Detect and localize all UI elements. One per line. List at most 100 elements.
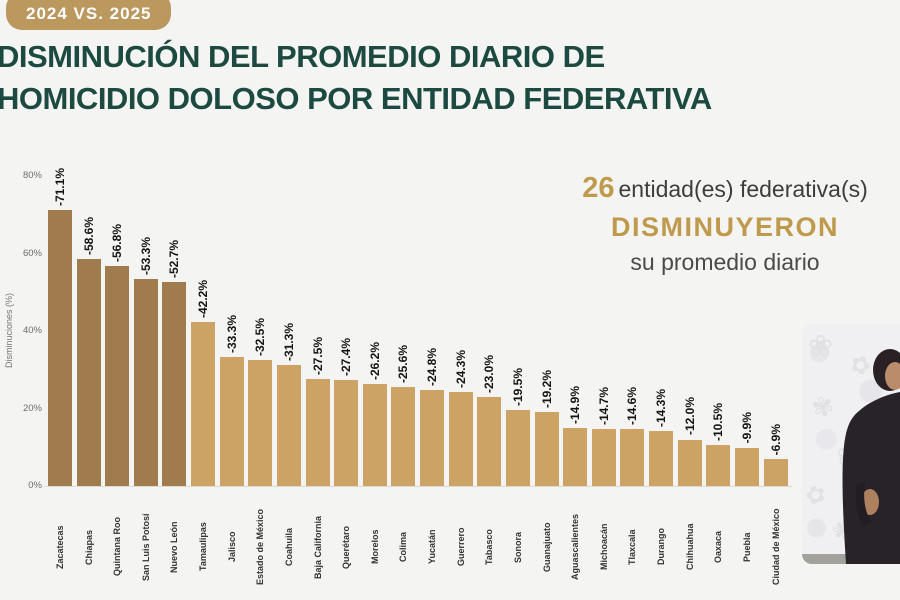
bar xyxy=(219,356,244,486)
bar-value-label: -58.6% xyxy=(81,216,96,255)
x-axis-label: Baja California xyxy=(312,515,323,579)
bar-value-label: -32.5% xyxy=(253,318,268,357)
bar-value-label: -9.9% xyxy=(739,412,754,444)
bar xyxy=(162,281,187,486)
bar-value-label: -27.5% xyxy=(310,337,325,376)
bar xyxy=(677,439,702,486)
bar xyxy=(133,279,158,486)
bar-value-label: -33.3% xyxy=(224,314,239,353)
x-axis-label: Quintana Roo xyxy=(112,517,123,577)
x-axis-label: Jalisco xyxy=(226,531,237,563)
bar-value-label: -14.6% xyxy=(625,387,640,426)
x-axis-label: Durango xyxy=(656,528,667,566)
bar xyxy=(334,379,359,486)
bar-value-label: -6.9% xyxy=(768,423,783,456)
x-axis-label: Yucatán xyxy=(427,529,438,565)
bar-value-label: -52.7% xyxy=(167,239,182,278)
x-axis-label: Tabasco xyxy=(484,529,495,565)
bar-value-label: -19.2% xyxy=(539,369,554,408)
y-axis-tick: 60% xyxy=(22,247,42,259)
bar-value-label: -53.3% xyxy=(138,237,153,276)
summary-keyword: DISMINUYERON xyxy=(610,212,839,242)
bar-value-label: -56.8% xyxy=(110,223,125,262)
x-axis-label: Nuevo León xyxy=(169,521,180,573)
bar xyxy=(706,445,731,486)
entity-count: 26 xyxy=(582,172,615,204)
bar xyxy=(563,428,588,486)
year-comparison-badge: 2024 VS. 2025 xyxy=(6,0,172,30)
bar-value-label: -14.9% xyxy=(568,386,583,425)
bar xyxy=(477,396,502,486)
bar xyxy=(362,384,387,486)
x-axis-label: San Luis Potosí xyxy=(140,513,151,581)
x-axis-label: Morelos xyxy=(369,529,380,565)
bar-value-label: -71.1% xyxy=(53,168,67,207)
bar-value-label: -27.4% xyxy=(339,337,354,376)
bar-chart: Disminuciones (%) 0% 20% 40% 60% 80% -71.1% Za… xyxy=(0,160,800,600)
x-axis-label: Estado de México xyxy=(255,508,266,586)
flower-icon: ❀ xyxy=(808,330,834,363)
bar xyxy=(191,322,216,486)
x-axis-line xyxy=(44,486,792,487)
bar xyxy=(305,379,330,486)
x-axis-label: Guerrero xyxy=(455,527,466,567)
entity-count-label: entidad(es) federativa(s) xyxy=(618,176,868,202)
x-axis-label: Zacatecas xyxy=(55,525,65,569)
bar-value-label: -10.5% xyxy=(711,403,726,442)
summary-line1: 26 entidad(es) federativa(s) xyxy=(545,172,900,205)
bar xyxy=(534,411,559,486)
x-axis-label: Tlaxcala xyxy=(627,529,638,565)
x-axis-label: Querétaro xyxy=(341,525,352,569)
bar xyxy=(448,391,473,486)
x-axis-label: Chiapas xyxy=(83,529,94,565)
bar-value-label: -24.8% xyxy=(425,347,440,386)
y-axis-tick: 0% xyxy=(28,480,42,491)
bar-value-label: -26.2% xyxy=(367,342,382,381)
x-axis-label: Sonora xyxy=(512,531,523,563)
bar xyxy=(591,429,616,486)
y-axis-tick: 80% xyxy=(22,170,42,181)
bar-value-label: -24.3% xyxy=(453,349,468,388)
bar-value-label: -42.2% xyxy=(196,280,211,319)
x-axis-label: Colima xyxy=(398,532,409,563)
y-axis-tick: 40% xyxy=(22,325,42,336)
bar xyxy=(105,265,130,486)
bar xyxy=(248,360,273,486)
bar xyxy=(620,429,645,486)
bar xyxy=(763,459,788,486)
x-axis-label: Puebla xyxy=(741,532,752,562)
bar-value-label: -14.7% xyxy=(596,387,611,426)
bar xyxy=(48,210,72,486)
bar-value-label: -23.0% xyxy=(482,354,497,393)
summary-line3: su promedio diario xyxy=(630,249,820,275)
interpreter-suit xyxy=(842,392,900,564)
bar xyxy=(391,386,416,486)
page-title-line1: DISMINUCIÓN DEL PROMEDIO DIARIO DE xyxy=(0,39,605,74)
page-title-line2: HOMICIDIO DOLOSO POR ENTIDAD FEDERATIVA xyxy=(0,81,712,116)
bar-value-label: -14.3% xyxy=(654,388,669,427)
x-axis-label: Ciudad de México xyxy=(770,508,781,586)
bar-value-label: -31.3% xyxy=(281,322,296,361)
interpreter-face xyxy=(885,362,900,390)
bar xyxy=(276,364,301,486)
x-axis-label: Tamaulipas xyxy=(198,522,209,572)
x-axis-label: Chihuahua xyxy=(684,523,695,571)
interpreter-silhouette xyxy=(802,349,900,564)
x-axis-label: Aguascalientes xyxy=(570,513,581,581)
interpreter-sleeve xyxy=(855,482,872,526)
bar xyxy=(734,447,759,486)
bar-value-label: -25.6% xyxy=(396,344,411,383)
x-axis-label: Oaxaca xyxy=(713,530,724,564)
bar xyxy=(649,430,674,486)
bar xyxy=(505,410,530,486)
y-axis-tick: 20% xyxy=(22,402,42,414)
x-axis-label: Guanajuato xyxy=(541,522,552,572)
bar xyxy=(420,389,445,486)
x-axis-label: Coahuila xyxy=(283,528,294,567)
bar xyxy=(76,258,101,486)
bar-value-label: -12.0% xyxy=(682,397,697,436)
sign-language-interpreter-video: ❀ ✿ ✾ ❀ ✿ ✾ xyxy=(802,324,900,564)
bar-value-label: -19.5% xyxy=(510,368,525,407)
page-title: DISMINUCIÓN DEL PROMEDIO DIARIO DE HOMIC… xyxy=(0,36,857,120)
summary-callout: 26 entidad(es) federativa(s) DISMINUYERON… xyxy=(545,172,900,276)
